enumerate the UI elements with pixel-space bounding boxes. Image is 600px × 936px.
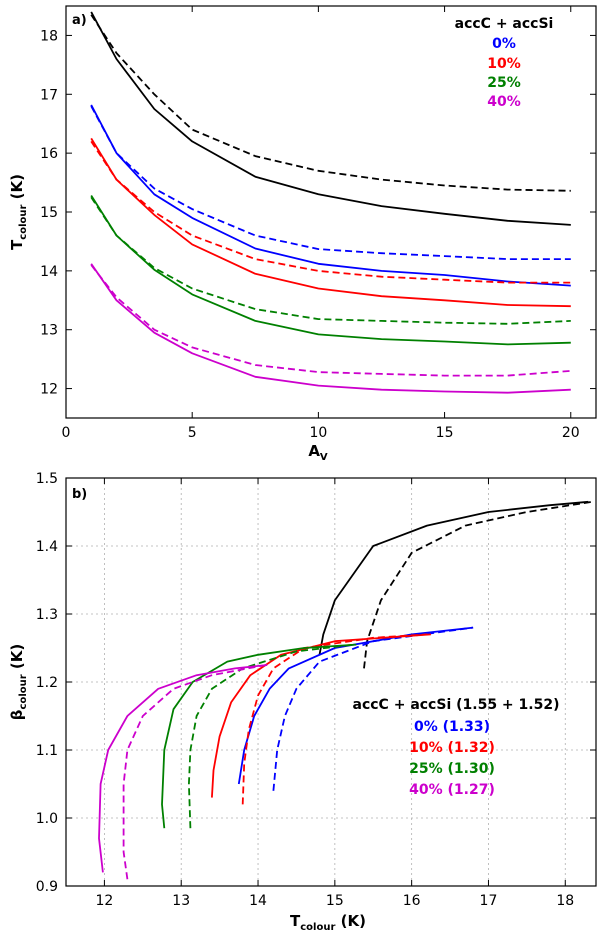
panel-b-xlabel: Tcolour (K) [290,912,366,933]
panel-b-ylabel-main: β [8,709,26,720]
panel-a-series-25-solid [90,195,571,346]
panel-b-ytick-label-4: 1.3 [36,607,58,623]
panel-a-series-accc-accsi-dashed [90,14,571,192]
panel-a-xlabel-main: A [308,442,320,460]
panel-a-xlabel-sub: V [320,452,328,463]
panel-a-ytick-label-2: 14 [40,264,58,280]
panel-a-legend-item-0: 0% [492,36,516,52]
panel-a-ytick-label-5: 17 [40,87,58,103]
panel-b-xtick-label-6: 18 [556,893,574,909]
panel-a-ytick-label-4: 16 [40,146,58,162]
panel-b-xlabel-unit: (K) [335,912,366,930]
panel-a-series-25-dashed [90,196,571,325]
panel-b-legend-item-40: 40% (1.27) [409,782,495,798]
panel-a-series-10-dashed [90,140,571,284]
panel-a-ytick-label-3: 15 [40,205,58,221]
panel-b-series-10-dashed [241,633,428,805]
panel-b-ytick-label-5: 1.4 [36,539,58,555]
panel-a-ylabel-unit: (K) [8,174,26,205]
panel-a-xtick-label-0: 0 [62,425,71,441]
panel-a-xtick-label-2: 10 [309,425,327,441]
panel-b-xtick-label-0: 12 [95,893,113,909]
panel-a-ytick-label-0: 12 [40,382,58,398]
panel-b-series-accc-accsi-solid [318,500,589,655]
panel-a-legend-title: accC + accSi [455,16,554,32]
panel-b-legend-item-0: 0% (1.33) [414,719,490,735]
panel-b: 12 13 14 15 16 17 18 0.9 1.0 1.1 1.2 1.3 1.4 1.5 b) T… [8,471,597,933]
panel-b-legend-title: accC + accSi (1.55 + 1.52) [353,697,560,713]
panel-a-series-0-dashed [90,105,571,261]
panel-b-series-0-dashed [272,626,474,791]
panel-a-ticks: 0 5 10 15 20 12 13 14 15 16 17 18 [40,6,596,441]
panel-a-label: a) [72,13,87,28]
panel-b-ytick-label-1: 1.0 [36,811,58,827]
panel-b-xtick-label-2: 14 [249,893,267,909]
panel-b-label: b) [72,487,87,502]
panel-a-series-accc-accsi-solid [90,11,571,226]
panel-b-series-10-solid [211,633,431,798]
panel-b-series-accc-accsi-dashed [363,500,593,669]
panel-a-ylabel-main: T [8,239,26,250]
panel-b-xtick-label-1: 13 [172,893,190,909]
panel-a-legend-item-40: 40% [487,94,521,110]
panel-b-xtick-label-5: 17 [480,893,498,909]
panel-a-ytick-label-6: 18 [40,28,58,44]
panel-b-xlabel-sub: colour [300,922,335,933]
panel-a: 0 5 10 15 20 12 13 14 15 16 17 18 a) AV Tcolour (K)… [8,5,597,463]
panel-b-ylabel: βcolour (K) [8,644,29,720]
panel-a-legend: accC + accSi 0% 10% 25% 40% [455,16,554,110]
panel-b-grid [66,477,596,887]
panel-a-series-40-solid [90,263,571,394]
panel-b-series-40-dashed [122,664,266,880]
panel-b-ytick-label-6: 1.5 [36,471,58,487]
panel-a-series-0-solid [90,104,571,287]
panel-a-xlabel: AV [308,442,328,463]
panel-a-xtick-label-4: 20 [562,425,580,441]
panel-b-ylabel-unit: (K) [8,644,26,675]
panel-b-xtick-label-4: 16 [403,893,421,909]
panel-b-xtick-label-3: 15 [326,893,344,909]
panel-a-xtick-label-1: 5 [188,425,197,441]
panel-b-series-25-dashed [187,643,355,829]
panel-b-ticks: 12 13 14 15 16 17 18 0.9 1.0 1.1 1.2 1.3 1.4 1.5 [36,471,596,909]
panel-a-xtick-label-3: 15 [436,425,454,441]
panel-b-xlabel-main: T [290,912,301,930]
panel-a-ylabel-sub: colour [18,205,29,240]
panel-b-ylabel-sub: colour [18,674,29,709]
panel-b-lines [98,500,593,880]
panel-b-ytick-label-0: 0.9 [36,879,58,895]
panel-b-legend-item-25: 25% (1.30) [409,761,495,777]
panel-a-ylabel: Tcolour (K) [8,174,29,250]
panel-b-series-25-solid [161,643,357,829]
panel-a-ytick-label-1: 13 [40,323,58,339]
panel-a-lines [90,11,571,394]
panel-a-series-10-solid [90,137,571,308]
panel-b-legend-item-10: 10% (1.32) [409,740,495,756]
panel-a-legend-item-10: 10% [487,56,521,72]
panel-b-series-40-solid [98,664,268,873]
panel-b-ytick-label-2: 1.1 [36,743,58,759]
panel-b-legend: accC + accSi (1.55 + 1.52) 0% (1.33) 10%… [353,697,560,798]
panel-a-legend-item-25: 25% [487,75,521,91]
panel-b-ytick-label-3: 1.2 [36,675,58,691]
panel-a-series-40-dashed [90,264,571,377]
